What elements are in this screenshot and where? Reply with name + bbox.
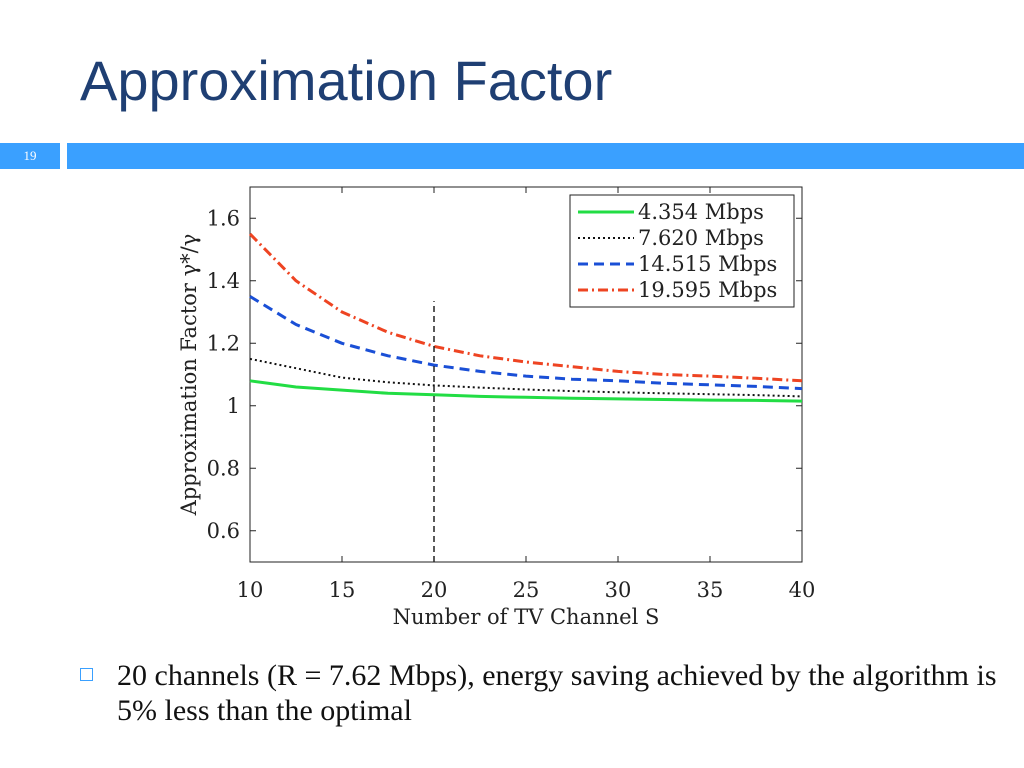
y-axis-label: Approximation Factor γ*/γ (177, 234, 201, 517)
x-tick-label: 40 (789, 578, 816, 602)
legend-label-0: 4.354 Mbps (638, 200, 764, 224)
x-tick-label: 30 (605, 578, 632, 602)
y-tick-label: 1 (227, 394, 240, 418)
legend-label-2: 14.515 Mbps (638, 252, 777, 276)
x-tick-label: 15 (329, 578, 356, 602)
x-axis-label: Number of TV Channel S (393, 605, 660, 629)
slide-number: 19 (23, 148, 37, 163)
slide-number-box (0, 143, 60, 169)
bullet-text: 20 channels (R = 7.62 Mbps), energy savi… (117, 659, 997, 727)
legend-label-1: 7.620 Mbps (638, 226, 764, 250)
bullet-square-icon (80, 668, 93, 681)
y-tick-label: 0.6 (207, 519, 240, 543)
accent-bar (67, 143, 1024, 169)
legend-box (569, 194, 795, 308)
x-tick-label: 25 (513, 578, 540, 602)
y-tick-label: 1.6 (207, 206, 240, 230)
x-tick-label: 10 (237, 578, 264, 602)
series-line-0 (249, 379, 803, 403)
y-tick-label: 1.2 (207, 331, 240, 355)
y-tick-label: 1.4 (207, 269, 240, 293)
x-tick-label: 20 (421, 578, 448, 602)
slide-title: Approximation Factor (80, 49, 613, 112)
series-line-3 (248, 232, 803, 383)
legend-label-3: 19.595 Mbps (638, 278, 777, 302)
y-tick-label: 0.8 (207, 456, 240, 480)
x-tick-label: 35 (697, 578, 724, 602)
series-line-2 (249, 295, 803, 391)
